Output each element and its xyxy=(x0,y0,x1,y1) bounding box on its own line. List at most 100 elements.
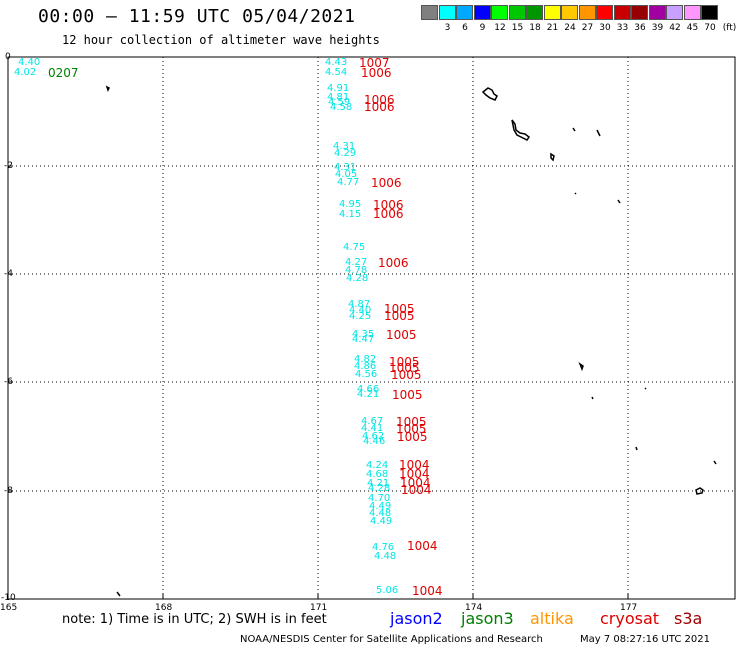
lat-label: 0 xyxy=(5,52,11,62)
swh-label: 4.41 xyxy=(361,423,384,434)
legend-swatch xyxy=(508,5,526,20)
footer-note: note: 1) Time is in UTC; 2) SWH is in fe… xyxy=(62,612,327,627)
swh-label: 4.27 xyxy=(345,257,368,268)
swh-label: 4.76 xyxy=(372,542,395,553)
pass-time-label: 1006 xyxy=(364,93,395,107)
pass-time-label: 1006 xyxy=(364,100,395,114)
pass-time-label: 1007 xyxy=(359,56,390,70)
legend-label: 39 xyxy=(651,23,664,33)
legend-swatch xyxy=(631,5,648,20)
swh-label: 4.35 xyxy=(352,329,375,340)
swh-label: 4.48 xyxy=(369,508,392,519)
pass-time-label: 1005 xyxy=(397,430,428,444)
lon-label: 177 xyxy=(620,603,638,613)
swh-label: 4.75 xyxy=(343,242,366,253)
pass-time-label: 1005 xyxy=(389,355,420,369)
swh-label: 4.29 xyxy=(334,148,357,159)
legend-label: 15 xyxy=(511,23,524,33)
swh-label: 4.58 xyxy=(330,102,353,113)
pass-time-label: 1005 xyxy=(396,422,427,436)
legend-label: 6 xyxy=(462,23,468,33)
legend-label: 3 xyxy=(444,23,451,33)
satellite-label-jason3: jason3 xyxy=(461,609,514,628)
swh-label: 4.54 xyxy=(325,67,348,78)
swh-label: 4.66 xyxy=(357,384,380,395)
satellite-label-cryosat: cryosat xyxy=(600,609,660,628)
pass-time-label: 1006 xyxy=(361,66,392,80)
pass-time-label: 0207 xyxy=(48,66,79,80)
legend-swatch xyxy=(701,5,718,20)
legend-swatch xyxy=(456,5,473,20)
swh-label: 4.87 xyxy=(348,299,371,310)
swh-label: 4.25 xyxy=(349,311,372,322)
pass-time-label: 1005 xyxy=(386,328,417,342)
swh-label: 4.70 xyxy=(368,493,391,504)
lat-label: -4 xyxy=(4,269,13,279)
legend-label: 36 xyxy=(634,23,646,33)
legend-swatch xyxy=(473,5,491,20)
legend-label: 21 xyxy=(546,23,559,33)
legend-label: 70 xyxy=(704,23,716,33)
swh-label: 4.91 xyxy=(327,83,350,94)
lon-label: 165 xyxy=(0,603,18,613)
satellite-label-jason2: jason2 xyxy=(390,609,443,628)
pass-time-label: 1004 xyxy=(399,467,430,481)
swh-label: 4.82 xyxy=(354,354,377,365)
pass-time-label: 1006 xyxy=(371,176,402,190)
swh-label: 4.49 xyxy=(370,516,393,527)
legend-label: 30 xyxy=(599,23,611,33)
legend-label: 9 xyxy=(479,23,486,33)
legend-swatch xyxy=(648,5,666,20)
swh-label: 4.40 xyxy=(349,305,372,316)
swh-label: 4.49 xyxy=(369,501,392,512)
generated-timestamp: May 7 08:27:16 UTC 2021 xyxy=(580,634,710,645)
map-frame xyxy=(7,56,736,600)
swh-label: 4.78 xyxy=(345,265,368,276)
swh-label: 4.46 xyxy=(363,436,386,447)
legend-unit: (ft) xyxy=(722,23,737,33)
legend-swatch xyxy=(596,5,613,20)
lon-label: 171 xyxy=(310,603,328,613)
swh-label: 4.95 xyxy=(339,199,362,210)
legend-swatch xyxy=(526,5,543,20)
satellite-label-s3a: s3a xyxy=(674,609,703,628)
coastline-islands xyxy=(105,85,717,597)
lat-label: -2 xyxy=(4,161,13,171)
swh-label: 4.86 xyxy=(354,361,377,372)
swh-label: 4.62 xyxy=(362,431,385,442)
pass-time-label: 1005 xyxy=(391,368,422,382)
credit-line: NOAA/NESDIS Center for Satellite Applica… xyxy=(240,634,543,645)
pass-time-label: 1004 xyxy=(400,476,431,490)
swh-label: 4.68 xyxy=(366,469,389,480)
legend-label: 45 xyxy=(686,23,699,33)
pass-time-label: 1006 xyxy=(378,256,409,270)
swh-label: 4.77 xyxy=(337,177,360,188)
pass-time-label: 1005 xyxy=(389,361,420,375)
legend-swatch xyxy=(491,5,508,20)
legend-swatch xyxy=(666,5,683,20)
legend-label: 12 xyxy=(494,23,506,33)
pass-time-label: 1004 xyxy=(412,584,443,598)
pass-time-label: 1005 xyxy=(384,302,415,316)
swh-label: 4.05 xyxy=(335,169,358,180)
swh-label: 4.28 xyxy=(346,273,369,284)
swh-label: 4.02 xyxy=(14,67,37,78)
map-subtitle: 12 hour collection of altimeter wave hei… xyxy=(62,33,380,47)
swh-label: 4.21 xyxy=(357,389,380,400)
pass-time-label: 1005 xyxy=(396,415,427,429)
pass-time-label: 1005 xyxy=(384,309,415,323)
legend-label: 33 xyxy=(616,23,629,33)
swh-label: 4.59 xyxy=(328,97,351,108)
swh-label: 4.43 xyxy=(325,57,348,68)
lat-label: -8 xyxy=(4,486,13,496)
swh-label: 4.31 xyxy=(333,141,356,152)
legend-swatch xyxy=(578,5,596,20)
swh-label: 4.81 xyxy=(327,92,350,103)
swh-label: 4.47 xyxy=(352,334,375,345)
map-title: 00:00 – 11:59 UTC 05/04/2021 xyxy=(38,6,356,27)
swh-label: 4.28 xyxy=(368,483,391,494)
swh-label: 4.24 xyxy=(366,460,389,471)
legend-swatch xyxy=(543,5,561,20)
swh-label: 4.31 xyxy=(334,162,357,173)
pass-time-label: 1006 xyxy=(373,198,404,212)
